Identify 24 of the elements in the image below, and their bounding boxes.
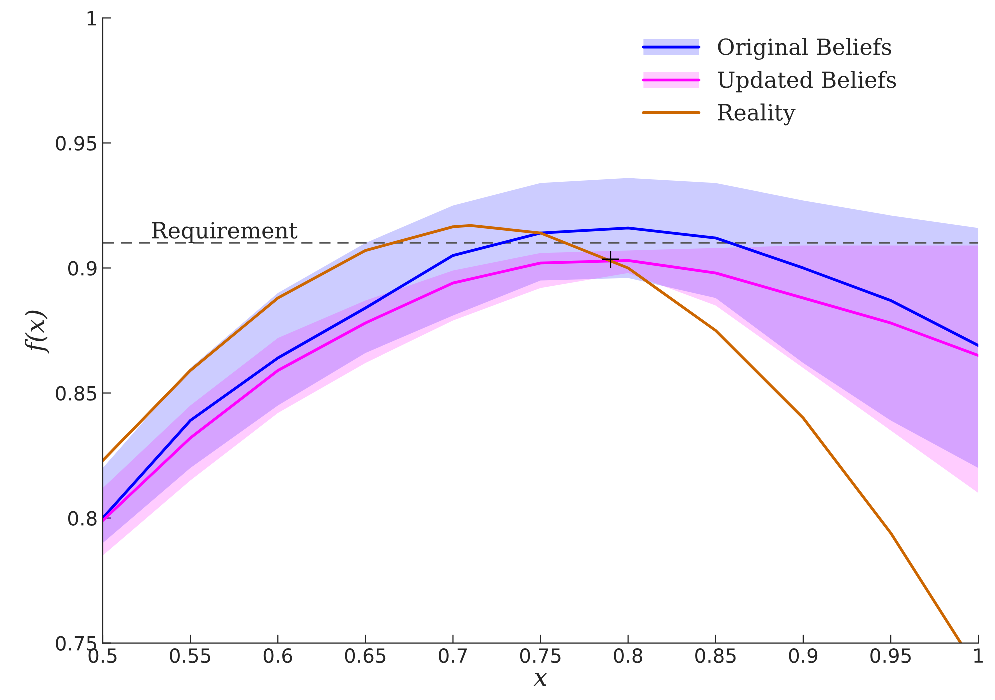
y-tick-label: 0.85 (56, 386, 96, 401)
x-tick-label: 0.65 (345, 648, 386, 664)
x-tick-label: 0.75 (520, 648, 561, 664)
y-tick-label: 0.95 (56, 136, 96, 151)
x-tick-label: 0.85 (696, 648, 736, 664)
x-tick-label: 0.6 (264, 648, 292, 664)
legend-label: Reality (718, 104, 796, 126)
legend-label: Original Beliefs (718, 38, 892, 60)
x-tick-label: 0.8 (614, 648, 642, 664)
y-tick-label: 0.8 (68, 511, 97, 526)
x-tick-label: 0.55 (170, 648, 210, 664)
line-series (102, 224, 962, 644)
x-tick-label: 0.95 (870, 648, 911, 664)
legend-label: Updated Beliefs (718, 71, 896, 93)
x-tick-label: 0.5 (88, 648, 117, 664)
x-tick-label: 0.7 (439, 648, 468, 664)
x-tick-label: 1 (974, 648, 983, 663)
y-axis-title: f(x) (25, 310, 50, 354)
y-tick-label: 1 (88, 11, 96, 26)
y-tick-label: 0.75 (56, 636, 96, 651)
x-tick-label: 0.9 (789, 648, 818, 664)
x-axis-title: x (534, 673, 548, 686)
y-tick-label: 0.9 (68, 261, 97, 276)
ref-line-label: Requirement (152, 222, 298, 244)
